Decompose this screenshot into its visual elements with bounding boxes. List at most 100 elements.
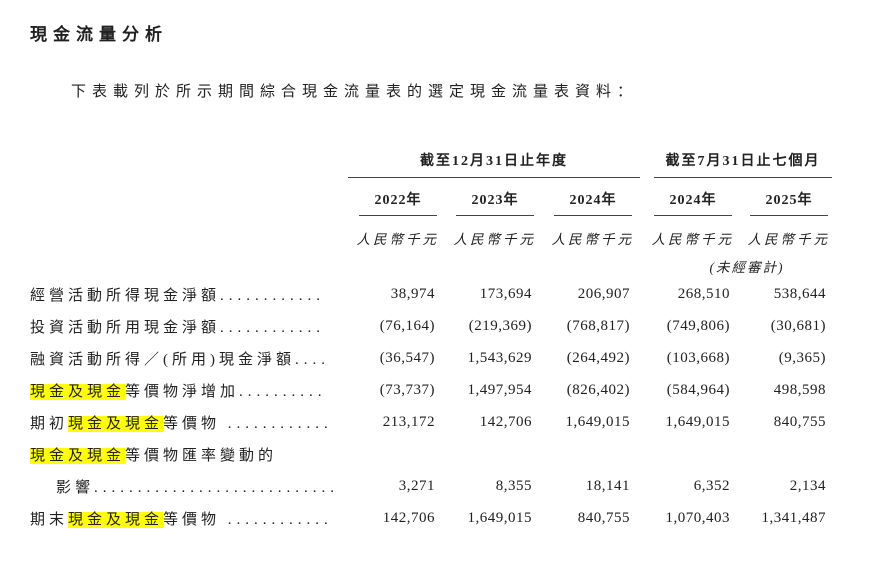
value-cell: (30,681)	[770, 317, 827, 334]
table-row: 投資活動所用現金淨額............ (76,164) (219,369) (…	[30, 310, 836, 342]
value-cell: (103,668)	[666, 349, 731, 366]
unit-header-row: 人民幣千元 人民幣千元 人民幣千元 人民幣千元 人民幣千元	[30, 216, 836, 252]
value-cell: 8,355	[495, 477, 532, 494]
value-cell: (36,547)	[379, 349, 435, 366]
label-text: 投資活動所用現金淨額	[30, 319, 221, 336]
row-label: 融資活動所得／(所用)現金淨額....	[30, 342, 348, 374]
value-cell: (9,365)	[778, 349, 827, 366]
value-cell: 3,271	[398, 477, 435, 494]
unit-label: 人民幣千元	[551, 232, 635, 247]
empty-corner-cell	[30, 142, 348, 178]
value-cell: (584,964)	[666, 381, 731, 398]
value-cell: 38,974	[390, 285, 435, 302]
value-cell: 1,649,015	[565, 413, 631, 430]
row-label: 期末現金及現金等價物 ............	[30, 502, 348, 534]
unit-label: 人民幣千元	[747, 232, 831, 247]
dot-leader: ............	[220, 319, 326, 336]
table-row: 期初現金及現金等價物 ............ 213,172 142,706 1,6…	[30, 406, 836, 438]
value-cell	[542, 438, 640, 470]
year-header-label: 2022年	[359, 189, 437, 216]
value-cell: 498,598	[773, 381, 827, 398]
value-cell: 213,172	[382, 413, 435, 430]
year-header-2024-interim: 2024年	[640, 178, 740, 216]
value-cell: 840,755	[577, 509, 631, 526]
year-header-2023: 2023年	[445, 178, 542, 216]
highlighted-text: 現金及現金	[68, 511, 164, 528]
label-text: 經營活動所得現金淨額	[30, 287, 221, 304]
value-cell	[640, 438, 740, 470]
row-label: 影響............................	[30, 470, 348, 502]
label-text: 等價物	[163, 415, 228, 432]
value-cell: 840,755	[773, 413, 827, 430]
unaudited-note: (未經審計)	[709, 260, 785, 275]
column-group-annual: 截至12月31日止年度	[348, 142, 641, 178]
dot-leader: ............................	[94, 479, 340, 496]
column-group-header-row: 截至12月31日止年度 截至7月31日止七個月	[30, 142, 836, 178]
value-cell: 1,649,015	[665, 413, 731, 430]
empty-cell	[30, 178, 348, 216]
value-cell: 1,341,487	[761, 509, 827, 526]
value-cell: 1,543,629	[467, 349, 532, 366]
value-cell: 538,644	[773, 285, 827, 302]
value-cell: 18,141	[585, 477, 631, 494]
highlighted-text: 現金及現金	[30, 447, 126, 464]
year-header-2025-interim: 2025年	[740, 178, 836, 216]
unit-label: 人民幣千元	[651, 232, 735, 247]
value-cell: 1,070,403	[665, 509, 731, 526]
column-group-interim-label: 截至7月31日止七個月	[654, 150, 833, 178]
table-body: 經營活動所得現金淨額............ 38,974 173,694 206,9…	[30, 278, 836, 534]
label-text: 期末	[30, 511, 69, 528]
value-cell: (76,164)	[379, 317, 435, 334]
year-header-label: 2025年	[750, 189, 829, 216]
year-header-label: 2023年	[456, 189, 534, 216]
row-label: 經營活動所得現金淨額............	[30, 278, 348, 310]
year-header-2024: 2024年	[542, 178, 640, 216]
label-text: 等價物匯率變動的	[125, 447, 278, 464]
label-text: 期初	[30, 415, 69, 432]
value-cell: 142,706	[382, 509, 435, 526]
value-cell	[740, 438, 836, 470]
empty-cell	[30, 216, 348, 252]
column-group-interim: 截至7月31日止七個月	[640, 142, 836, 178]
page-title: 現金流量分析	[30, 25, 168, 44]
value-cell: 173,694	[479, 285, 532, 302]
value-cell	[348, 438, 445, 470]
empty-cell	[30, 252, 640, 278]
highlighted-text: 現金及現金	[68, 415, 164, 432]
label-text: 影響	[56, 479, 95, 496]
value-cell: 2,134	[789, 477, 827, 494]
year-header-label: 2024年	[554, 189, 633, 216]
value-cell: 6,352	[693, 477, 731, 494]
dot-leader: ..........	[239, 383, 327, 400]
row-label: 現金及現金等價物淨增加..........	[30, 374, 348, 406]
value-cell	[445, 438, 542, 470]
value-cell: (749,806)	[666, 317, 731, 334]
value-cell: (219,369)	[468, 317, 532, 334]
dot-leader: ............	[227, 415, 333, 432]
dot-leader: ....	[295, 351, 330, 368]
intro-text: 下表載列於所示期間綜合現金流量表的選定現金流量表資料：	[71, 84, 639, 100]
value-cell: (768,817)	[566, 317, 631, 334]
cash-flow-table: 截至12月31日止年度 截至7月31日止七個月 2022年 2023年 2024…	[30, 142, 836, 534]
label-text: 融資活動所得／(所用)現金淨額	[30, 351, 295, 368]
value-cell: 1,497,954	[467, 381, 532, 398]
value-cell: (73,737)	[379, 381, 435, 398]
row-label: 期初現金及現金等價物 ............	[30, 406, 348, 438]
unit-label: 人民幣千元	[356, 232, 439, 247]
year-header-label: 2024年	[654, 189, 733, 216]
dot-leader: ............	[227, 511, 333, 528]
value-cell: 206,907	[577, 285, 631, 302]
row-label: 投資活動所用現金淨額............	[30, 310, 348, 342]
table-row: 期末現金及現金等價物 ............ 142,706 1,649,015 8…	[30, 502, 836, 534]
value-cell: 1,649,015	[467, 509, 532, 526]
value-cell: (826,402)	[566, 381, 631, 398]
year-header-2022: 2022年	[348, 178, 445, 216]
table-row: 影響............................ 3,271 8,355…	[30, 470, 836, 502]
value-cell: 268,510	[677, 285, 731, 302]
value-cell: 142,706	[479, 413, 532, 430]
unit-label: 人民幣千元	[453, 232, 536, 247]
year-header-row: 2022年 2023年 2024年 2024年 2025年	[30, 178, 836, 216]
table-row: 融資活動所得／(所用)現金淨額.... (36,547) 1,543,629 (264…	[30, 342, 836, 374]
unaudited-note-row: (未經審計)	[30, 252, 836, 278]
